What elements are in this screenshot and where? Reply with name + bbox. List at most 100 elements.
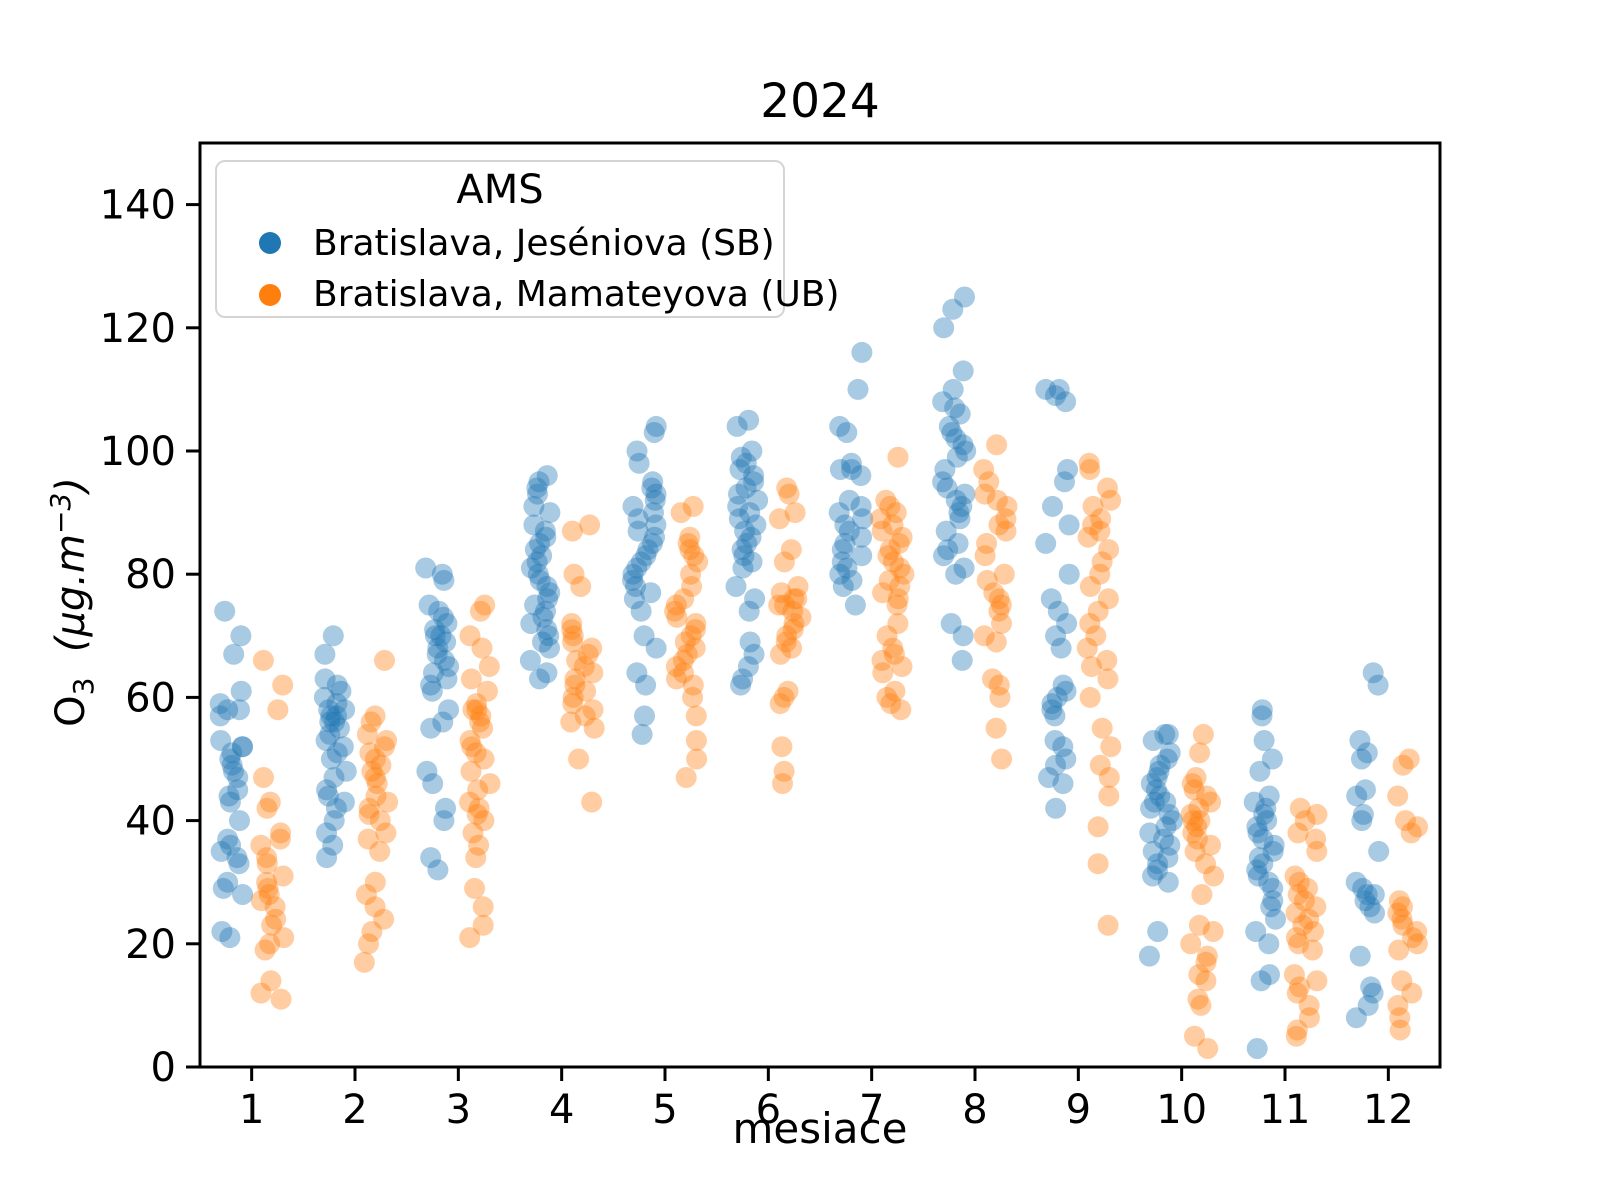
data-point [679,539,701,561]
data-point [633,625,655,647]
data-point [1180,933,1202,955]
data-point [464,877,486,899]
data-point [744,588,766,610]
data-point [836,557,858,579]
data-point [476,680,498,702]
data-point [562,625,584,647]
data-point [1249,760,1271,782]
data-point [871,520,893,542]
data-point [932,471,954,493]
data-point [1089,754,1111,776]
data-point [356,723,378,745]
data-point [777,680,799,702]
data-point [1289,976,1310,998]
x-axis-label: mesiace [732,1104,908,1153]
data-point [993,563,1015,585]
data-point [889,557,911,579]
data-point [626,440,648,462]
data-point [256,847,278,869]
data-point [1055,748,1077,770]
data-point [536,619,558,641]
data-point [1149,785,1171,807]
y-axis-label-paren-close: ) [48,477,95,493]
data-point [665,656,687,678]
y-tick-label: 80 [125,552,176,598]
data-point [1057,459,1078,480]
x-tick-label: 1 [239,1087,264,1133]
data-point [1391,970,1413,992]
data-point [227,767,249,788]
data-point [891,526,913,548]
data-point [1356,742,1378,764]
data-point [782,600,804,622]
data-point [563,563,585,585]
data-point [786,588,808,610]
data-point [466,693,487,715]
data-point [684,637,706,659]
data-point [947,532,969,554]
data-point [471,637,493,659]
data-point [1354,890,1376,912]
data-point [459,791,481,813]
data-point [953,557,975,579]
data-point [643,422,665,443]
data-point [985,717,1007,739]
data-point [260,970,282,992]
data-point [1298,994,1320,1016]
data-point [1191,884,1213,905]
data-point [1248,847,1270,869]
y-tick-label: 120 [100,306,176,352]
data-point [942,378,964,400]
data-point [353,951,375,973]
data-point [1258,785,1280,807]
data-point [937,539,959,561]
data-point [628,452,650,474]
data-point [218,785,240,807]
data-point [535,526,557,548]
data-point [1294,810,1316,832]
data-point [1097,477,1118,499]
y-axis-label-paren-open: ( [48,636,95,678]
data-point [951,649,973,671]
data-point [1155,791,1177,813]
data-point [560,711,582,733]
data-point [1182,822,1204,844]
data-point [828,502,850,524]
data-point [373,908,395,930]
data-point [375,822,397,844]
data-point [645,637,667,659]
data-point [941,422,963,443]
data-point [976,532,998,554]
data-point [561,520,583,542]
data-point [1253,730,1275,751]
data-point [319,723,341,745]
data-point [676,643,698,665]
data-point [1142,730,1164,751]
data-point [870,508,892,530]
data-point [626,557,648,579]
data-point [231,736,253,758]
data-point [986,434,1008,456]
data-point [622,495,644,517]
data-point [536,465,558,487]
data-point [1197,1038,1219,1059]
data-point [790,606,812,628]
data-point [1091,717,1113,739]
data-point [686,748,708,770]
data-point [373,736,395,758]
y-axis-label-subscript: 3 [67,677,101,696]
data-point [1089,520,1111,542]
data-point [1251,705,1273,727]
data-point [460,760,482,782]
data-point [852,508,874,530]
data-point [951,495,973,517]
data-point [259,933,281,955]
data-point [884,680,906,702]
data-point [768,508,790,530]
data-point [772,773,793,795]
data-point [323,810,345,832]
data-point [1247,865,1269,887]
data-point [526,477,548,499]
data-point [988,674,1010,696]
data-point [1157,847,1179,869]
